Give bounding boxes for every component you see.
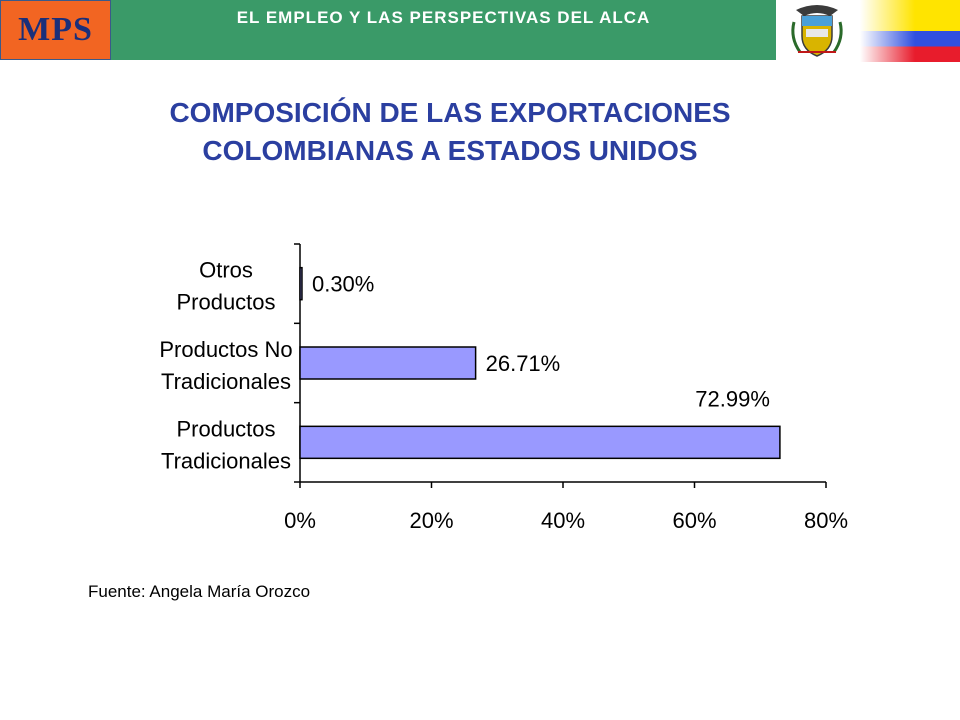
- bar: [299, 346, 477, 380]
- source-note: Fuente: Angela María Orozco: [88, 582, 311, 601]
- logo-text: MPS: [18, 11, 93, 48]
- category-label: Tradicionales: [161, 369, 291, 394]
- x-tick-label: 60%: [672, 508, 716, 533]
- header-title: EL EMPLEO Y LAS PERSPECTIVAS DEL ALCA: [236, 8, 651, 27]
- x-tick-label: 0%: [284, 508, 316, 533]
- x-tick-label: 20%: [409, 508, 453, 533]
- mps-logo: MPS: [0, 0, 111, 60]
- category-label: Tradicionales: [161, 448, 291, 473]
- x-tick-label: 40%: [541, 508, 585, 533]
- slide-title-line1: COMPOSICIÓN DE LAS EXPORTACIONES: [169, 97, 731, 128]
- data-label: 72.99%: [695, 386, 770, 411]
- bar: [299, 425, 781, 460]
- slide-title-line2: COLOMBIANAS A ESTADOS UNIDOS: [202, 135, 698, 166]
- slide-title: COMPOSICIÓN DE LAS EXPORTACIONES COLOMBI…: [0, 94, 900, 170]
- category-label: Productos: [176, 290, 275, 315]
- data-label: 0.30%: [312, 272, 374, 297]
- coat-of-arms-icon: [791, 5, 843, 57]
- bar: [299, 266, 303, 301]
- category-label: Productos: [176, 416, 275, 441]
- flag-fade: [860, 0, 960, 62]
- category-label: Otros: [199, 258, 253, 283]
- x-tick-label: 80%: [804, 508, 848, 533]
- data-label: 26.71%: [486, 351, 561, 376]
- header-bar: EL EMPLEO Y LAS PERSPECTIVAS DEL ALCA: [111, 0, 776, 60]
- category-label: Productos No: [159, 337, 292, 362]
